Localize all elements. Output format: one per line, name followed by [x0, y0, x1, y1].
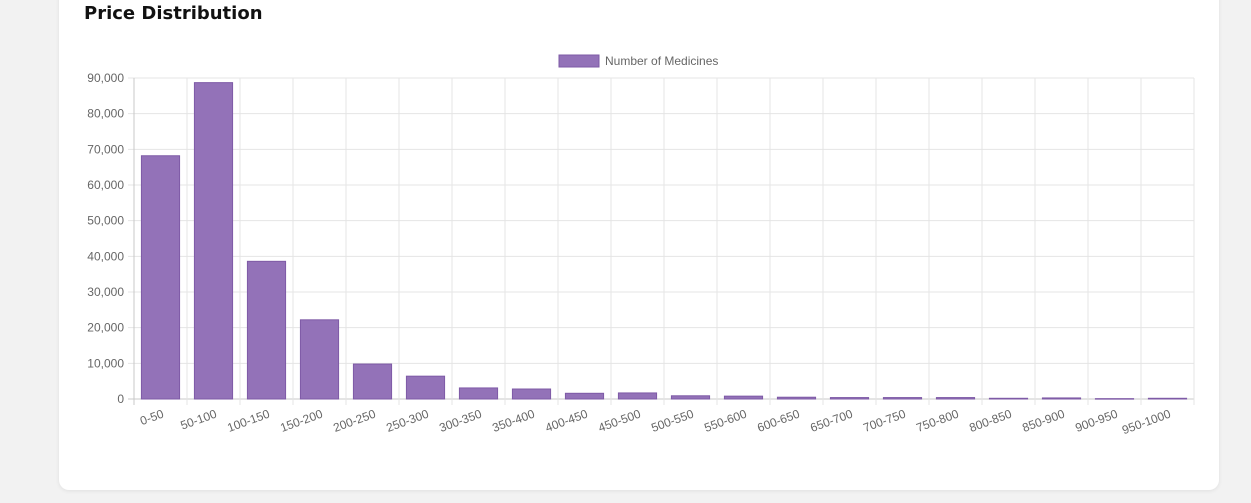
bar-400-450[interactable]: [564, 392, 605, 400]
x-tick-label: 600-650: [755, 407, 801, 435]
y-tick-label: 90,000: [87, 71, 124, 85]
x-tick-label: 0-50: [138, 407, 166, 428]
bar-700-750[interactable]: [882, 397, 923, 400]
bar-150-200[interactable]: [299, 319, 340, 400]
bar-0-50[interactable]: [140, 155, 181, 400]
y-tick-label: 40,000: [87, 249, 124, 263]
bar-100-150[interactable]: [246, 260, 287, 400]
bar-300-350[interactable]: [458, 387, 499, 400]
x-tick-label: 450-500: [596, 407, 642, 435]
x-tick-label: 950-1000: [1120, 407, 1173, 438]
bar-50-100[interactable]: [193, 82, 234, 400]
bar-200-250[interactable]: [352, 363, 393, 400]
x-tick-label: 300-350: [437, 407, 483, 435]
y-tick-label: 80,000: [87, 107, 124, 121]
bar-250-300[interactable]: [405, 375, 446, 400]
bar-450-500[interactable]: [617, 392, 658, 400]
x-tick-label: 500-550: [649, 407, 695, 435]
bar-650-700[interactable]: [829, 397, 870, 400]
card-title: Price Distribution: [84, 3, 263, 24]
bar-600-650[interactable]: [776, 396, 817, 400]
y-axis-ticks: 0 10,000 20,000 30,000 40,000 50,000 60,000 70,…: [87, 71, 124, 406]
x-tick-label: 200-250: [331, 407, 377, 435]
chart-card: [59, 0, 1219, 490]
bar-950-1000[interactable]: [1147, 397, 1188, 400]
legend[interactable]: Number of Medicines: [558, 54, 718, 68]
x-tick-label: 800-850: [967, 407, 1013, 435]
x-tick-label: 750-800: [914, 407, 960, 435]
grid-lines: [128, 77, 1195, 405]
y-tick-label: 10,000: [87, 356, 124, 370]
bar-550-600[interactable]: [723, 395, 764, 400]
x-tick-label: 250-300: [384, 407, 430, 435]
x-tick-label: 400-450: [543, 407, 589, 435]
x-tick-label: 550-600: [702, 407, 748, 435]
x-tick-label: 150-200: [278, 407, 324, 435]
bar-850-900[interactable]: [1041, 397, 1082, 400]
x-tick-label: 100-150: [225, 407, 271, 435]
bar-800-850[interactable]: [988, 397, 1029, 400]
x-tick-label: 700-750: [861, 407, 907, 435]
bar-350-400[interactable]: [511, 388, 552, 400]
y-tick-label: 60,000: [87, 178, 124, 192]
y-tick-label: 70,000: [87, 142, 124, 156]
bar-500-550[interactable]: [670, 395, 711, 400]
x-tick-label: 850-900: [1020, 407, 1066, 435]
y-tick-label: 30,000: [87, 285, 124, 299]
legend-swatch[interactable]: [558, 54, 600, 68]
bars: [140, 82, 1188, 400]
y-tick-label: 20,000: [87, 321, 124, 335]
x-tick-label: 650-700: [808, 407, 854, 435]
y-tick-label: 50,000: [87, 214, 124, 228]
y-tick-label: 0: [117, 392, 124, 406]
x-tick-label: 900-950: [1073, 407, 1119, 435]
x-tick-label: 50-100: [179, 407, 219, 433]
x-axis-ticks: 0-50 50-100 100-150 150-200 200-250 250-300 30…: [138, 407, 1173, 438]
x-tick-label: 350-400: [490, 407, 536, 435]
legend-label[interactable]: Number of Medicines: [605, 54, 718, 68]
bar-900-950[interactable]: [1094, 398, 1135, 400]
bar-750-800[interactable]: [935, 397, 976, 400]
